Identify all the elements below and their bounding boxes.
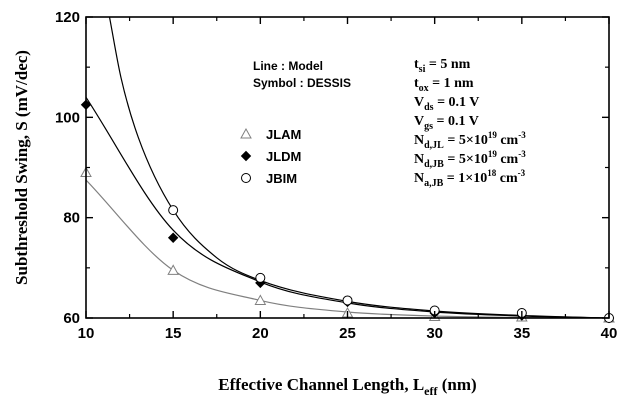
x-axis-title: Effective Channel Length, Leff (nm) — [218, 375, 476, 398]
x-tick-label: 10 — [78, 325, 95, 342]
param-unit-exponent: -3 — [518, 130, 526, 140]
legend-label-jldm: JLDM — [266, 149, 301, 164]
param-value: = 5 nm — [425, 57, 470, 72]
model-line-jbim — [108, 17, 609, 318]
data-point-jlam — [167, 264, 180, 275]
data-point-jbim — [168, 205, 179, 216]
param-value: = 5×10 — [444, 152, 488, 167]
param-symbol: V — [414, 114, 424, 129]
param-subscript: d,JL — [424, 140, 444, 151]
param-unit: cm — [497, 152, 519, 167]
data-point-jbim — [255, 272, 266, 283]
model-line-jldm — [86, 96, 609, 318]
x-tick-label: 30 — [426, 325, 443, 342]
param-value: = 0.1 V — [434, 95, 480, 110]
note-text: Line : Model — [253, 59, 323, 73]
legend-marker-jldm — [240, 150, 252, 162]
x-tick-label: 35 — [513, 325, 530, 342]
x-tick-label: 20 — [252, 325, 269, 342]
y-tick-label: 100 — [55, 109, 80, 126]
parameter-text: tsi = 5 nm — [414, 57, 471, 75]
data-point-jbim — [342, 295, 353, 306]
param-unit-exponent: -3 — [518, 168, 526, 178]
x-axis-title-main: Effective Channel Length, L — [218, 375, 424, 394]
parameter-text: Vds = 0.1 V — [414, 95, 479, 113]
x-tick-label: 25 — [339, 325, 356, 342]
param-subscript: si — [419, 64, 426, 75]
parameter-text: Nd,JL = 5×1019 cm-3 — [414, 130, 526, 151]
legend-label-jbim: JBIM — [266, 171, 297, 186]
param-exponent: 19 — [488, 130, 498, 140]
x-tick-label: 40 — [601, 325, 618, 342]
legend-marker-jbim — [241, 173, 251, 183]
param-symbol: N — [414, 171, 424, 186]
x-axis-title-unit: (nm) — [438, 375, 477, 394]
param-exponent: 18 — [487, 168, 497, 178]
param-unit: cm — [496, 171, 518, 186]
legend-label-jlam: JLAM — [266, 127, 301, 142]
y-tick-label: 60 — [63, 310, 80, 327]
axes-layer: 10 15 20 25 30 35 40 60 80 100 120 Effective Channe… — [12, 9, 617, 398]
y-tick-label: 80 — [63, 210, 80, 227]
param-value: = 5×10 — [444, 133, 488, 148]
param-symbol: N — [414, 133, 424, 148]
x-tick-label: 15 — [165, 325, 182, 342]
param-subscript: a,JB — [424, 178, 444, 189]
param-subscript: ox — [419, 83, 429, 94]
param-unit-exponent: -3 — [518, 149, 526, 159]
param-value: = 0.1 V — [433, 114, 479, 129]
legend-marker-jlam — [240, 127, 252, 139]
series-layer — [80, 17, 615, 324]
data-point-jldm — [167, 232, 179, 243]
note-text: Symbol : DESSIS — [253, 76, 351, 90]
plot-frame — [85, 16, 610, 319]
parameter-text: tox = 1 nm — [414, 76, 474, 94]
x-axis-title-sub: eff — [424, 384, 438, 398]
param-value: = 1×10 — [443, 171, 487, 186]
param-unit: cm — [497, 133, 519, 148]
param-exponent: 19 — [488, 149, 498, 159]
parameter-text: Nd,JB = 5×1019 cm-3 — [414, 149, 526, 170]
y-tick-label: 120 — [55, 9, 80, 26]
param-subscript: ds — [424, 102, 434, 113]
parameter-text: Vgs = 0.1 V — [414, 114, 479, 132]
param-symbol: V — [414, 95, 424, 110]
param-symbol: t — [414, 57, 419, 72]
param-subscript: d,JB — [424, 159, 444, 170]
param-symbol: t — [414, 76, 419, 91]
data-point-jlam — [254, 294, 267, 305]
param-value: = 1 nm — [429, 76, 474, 91]
y-axis-title: Subthreshold Swing, S (mV/dec) — [12, 50, 31, 285]
param-symbol: N — [414, 152, 424, 167]
param-subscript: gs — [424, 121, 433, 132]
parameter-text: Na,JB = 1×1018 cm-3 — [414, 168, 526, 189]
